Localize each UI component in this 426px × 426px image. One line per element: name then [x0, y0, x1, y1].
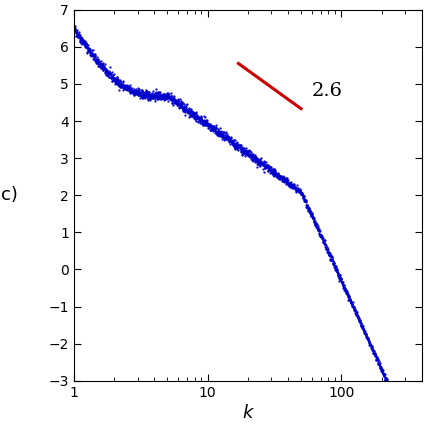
Text: 2.6: 2.6	[312, 82, 343, 100]
X-axis label: k: k	[243, 404, 253, 422]
Text: c): c)	[1, 186, 18, 204]
